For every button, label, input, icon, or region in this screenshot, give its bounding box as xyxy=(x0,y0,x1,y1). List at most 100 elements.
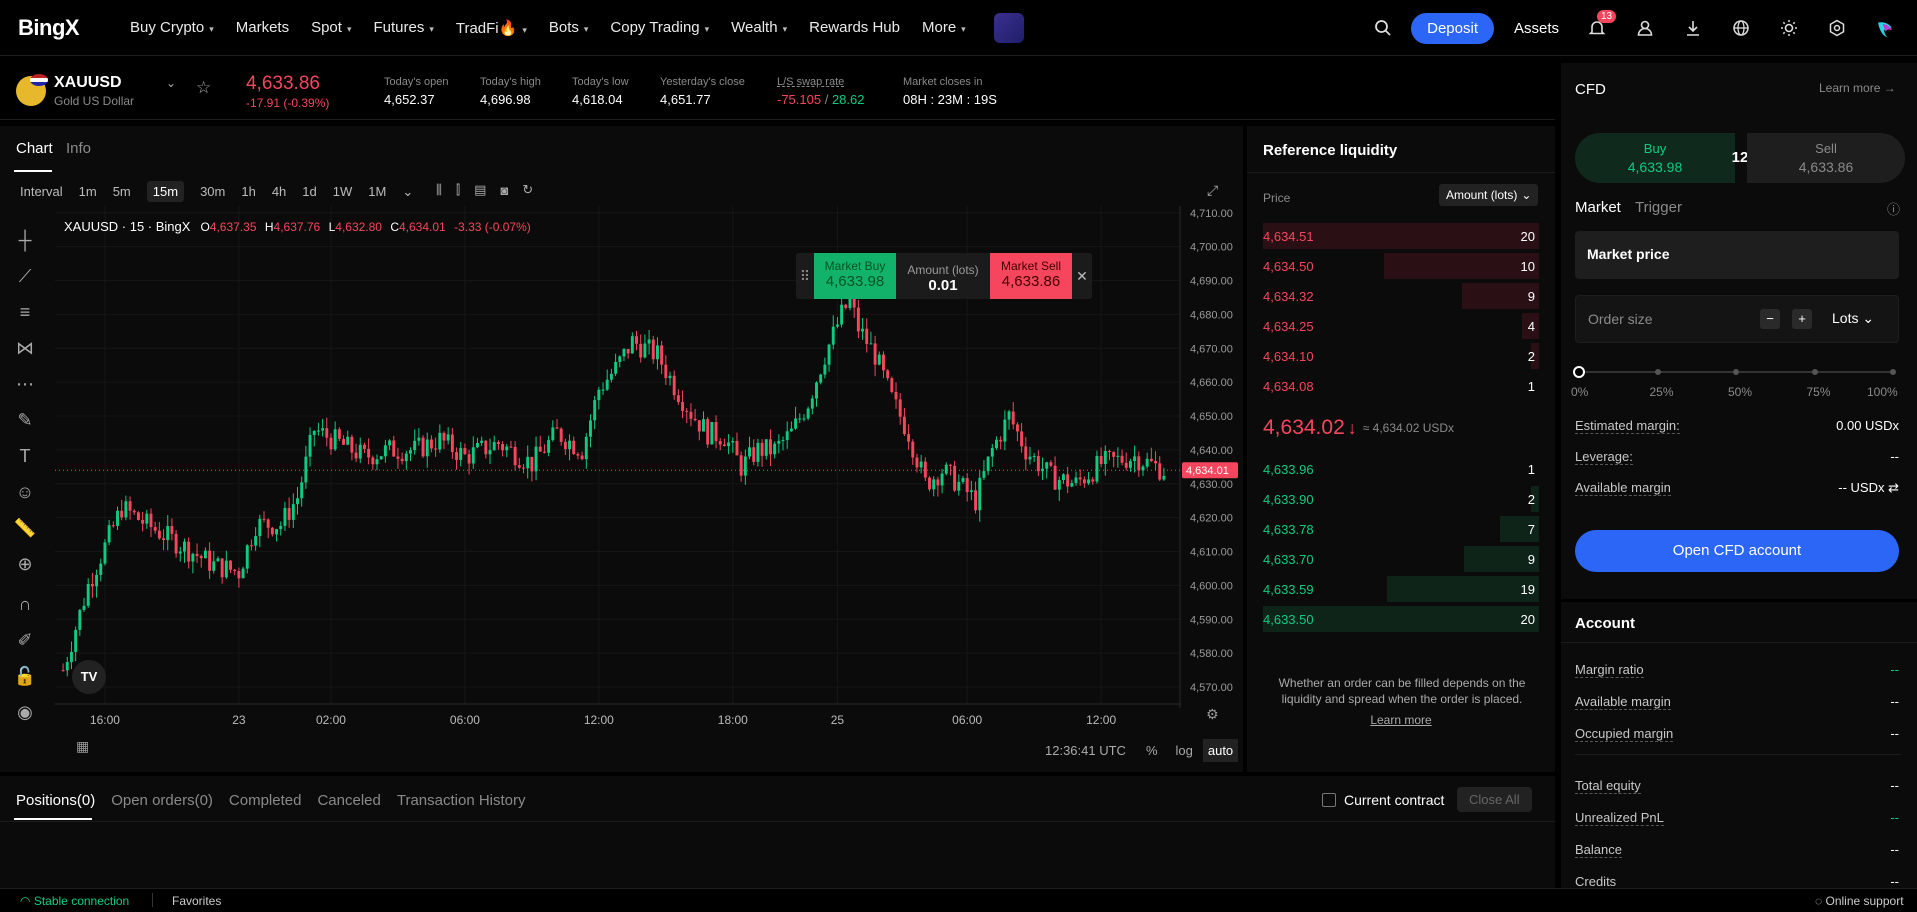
tab-market[interactable]: Market xyxy=(1575,199,1621,216)
close-icon[interactable]: ✕ xyxy=(1076,267,1088,284)
interval-30m[interactable]: 30m xyxy=(200,184,226,199)
nav-item-buy-crypto[interactable]: Buy Crypto ▾ xyxy=(130,19,214,36)
symbol-name[interactable]: XAUUSD xyxy=(54,74,122,91)
pencil-lock-icon[interactable]: ✐ xyxy=(17,630,33,650)
nav-item-more[interactable]: More ▾ xyxy=(921,19,966,36)
favorite-star-icon[interactable]: ☆ xyxy=(196,78,212,97)
nav-item-copy-trading[interactable]: Copy Trading ▾ xyxy=(610,19,710,36)
nav-item-tradfi[interactable]: TradFi🔥 ▾ xyxy=(455,19,527,37)
projection-icon[interactable]: ⋯ xyxy=(16,374,34,394)
drag-handle-icon[interactable]: ⠿ xyxy=(799,267,811,284)
cfd-learn-more-link[interactable]: Learn more → xyxy=(1819,81,1896,95)
checkbox[interactable] xyxy=(1322,793,1336,807)
fib-icon[interactable]: ≡ xyxy=(19,302,31,322)
promo-banner-icon[interactable] xyxy=(993,12,1024,43)
percent-scale-toggle[interactable]: % xyxy=(1145,743,1158,758)
positions-tab-0[interactable]: Positions(0) xyxy=(16,792,96,809)
interval-1d[interactable]: 1d xyxy=(302,184,317,199)
refresh-icon[interactable]: ↻ xyxy=(522,182,534,197)
bingx-logo[interactable]: BingX xyxy=(18,14,80,40)
bid-row[interactable]: 4,633.90 2 xyxy=(1263,486,1539,512)
search-icon[interactable] xyxy=(1373,18,1393,38)
crosshair-icon[interactable]: ┼ xyxy=(18,230,32,250)
eye-icon[interactable]: ◉ xyxy=(17,702,33,722)
interval-1h[interactable]: 1h xyxy=(241,184,256,199)
market-price-field[interactable]: Market price xyxy=(1575,231,1899,279)
nav-item-futures[interactable]: Futures ▾ xyxy=(373,19,434,36)
current-contract-checkbox[interactable]: Current contract xyxy=(1322,792,1444,808)
bid-row[interactable]: 4,633.96 1 xyxy=(1263,456,1539,482)
fullscreen-icon[interactable]: ⤢ xyxy=(1207,182,1219,198)
interval-1M[interactable]: 1M xyxy=(368,184,387,199)
emoji-icon[interactable]: ☺ xyxy=(15,482,35,502)
text-tool-icon[interactable]: T xyxy=(19,446,31,466)
ask-row[interactable]: 4,634.51 20 xyxy=(1263,223,1539,249)
deposit-button[interactable]: Deposit xyxy=(1411,12,1494,44)
cfd-sell-button[interactable]: Sell 4,633.86 xyxy=(1747,133,1905,183)
auto-scale-toggle[interactable]: auto xyxy=(1202,739,1239,762)
interval-4h[interactable]: 4h xyxy=(271,184,287,199)
interval-1m[interactable]: 1m xyxy=(78,184,97,199)
positions-tab-2[interactable]: Completed xyxy=(228,792,302,809)
learn-more-link[interactable]: Learn more xyxy=(1370,713,1432,727)
lots-unit-select[interactable]: Lots ⌄ xyxy=(1832,310,1875,326)
online-support-link[interactable]: ◌ Online support xyxy=(1815,894,1904,908)
globe-icon[interactable] xyxy=(1731,18,1751,38)
tradingview-logo[interactable]: TV xyxy=(72,660,106,694)
template-icon[interactable]: ▤ xyxy=(474,182,487,197)
log-scale-toggle[interactable]: log xyxy=(1175,743,1193,758)
tab-info[interactable]: Info xyxy=(66,140,92,157)
positions-tab-3[interactable]: Canceled xyxy=(317,792,381,809)
bid-row[interactable]: 4,633.70 9 xyxy=(1263,546,1539,572)
slider-tick[interactable] xyxy=(1890,369,1896,375)
info-icon[interactable]: ⓘ xyxy=(1887,202,1901,217)
date-range-icon[interactable]: ▦ xyxy=(76,738,90,754)
trendline-icon[interactable]: ⟋ xyxy=(18,266,32,286)
avatar[interactable] xyxy=(1875,18,1895,38)
nav-item-markets[interactable]: Markets xyxy=(235,19,290,36)
indicators-icon[interactable]: ⫼ xyxy=(436,182,442,197)
order-size-input[interactable]: Order size − + Lots ⌄ xyxy=(1575,295,1899,343)
slider-tick[interactable] xyxy=(1654,369,1661,375)
cfd-buy-button[interactable]: Buy 4,633.98 xyxy=(1575,133,1735,183)
brush-icon[interactable]: ✎ xyxy=(17,410,33,430)
market-sell-button[interactable]: Market Sell 4,633.86 xyxy=(990,253,1072,299)
ask-row[interactable]: 4,634.10 2 xyxy=(1263,343,1539,369)
settings-icon[interactable] xyxy=(1827,18,1847,38)
interval-1W[interactable]: 1W xyxy=(332,184,353,199)
interval-15m[interactable]: 15m xyxy=(146,181,185,202)
bid-row[interactable]: 4,633.78 7 xyxy=(1263,516,1539,542)
nav-item-wealth[interactable]: Wealth ▾ xyxy=(731,19,788,36)
open-cfd-account-button[interactable]: Open CFD account xyxy=(1575,530,1899,572)
tab-trigger[interactable]: Trigger xyxy=(1635,199,1682,216)
increment-button[interactable]: + xyxy=(1792,309,1812,329)
favorites-link[interactable]: Favorites xyxy=(172,894,222,908)
lock-icon[interactable]: 🔓 xyxy=(13,666,37,686)
chart-settings-icon[interactable]: ⚙ xyxy=(1206,706,1219,722)
nav-item-rewards-hub[interactable]: Rewards Hub xyxy=(809,19,900,36)
nav-item-bots[interactable]: Bots ▾ xyxy=(548,19,589,36)
close-all-button[interactable]: Close All xyxy=(1457,787,1532,812)
positions-tab-4[interactable]: Transaction History xyxy=(396,792,526,809)
camera-icon[interactable]: ◙ xyxy=(500,182,509,198)
positions-tab-1[interactable]: Open orders(0) xyxy=(111,792,213,809)
bid-row[interactable]: 4,633.59 19 xyxy=(1263,576,1539,602)
nav-item-spot[interactable]: Spot ▾ xyxy=(311,19,352,36)
slider-tick[interactable] xyxy=(1811,369,1818,375)
price-chart[interactable]: 4,710.00 4,700.00 4,690.00 4,680.00 4,670.00… xyxy=(55,206,1240,772)
transfer-icon[interactable]: ⇄ xyxy=(1888,480,1899,495)
ask-row[interactable]: 4,634.08 1 xyxy=(1263,373,1539,399)
candle-type-icon[interactable]: ⫿ xyxy=(455,182,461,197)
ask-row[interactable]: 4,634.32 9 xyxy=(1263,283,1539,309)
download-icon[interactable] xyxy=(1683,18,1703,38)
amount-unit-select[interactable]: Amount (lots) ⌄ xyxy=(1439,184,1539,206)
more-intervals-chevron-icon[interactable]: ⌄ xyxy=(402,183,414,199)
notification-bell-icon[interactable]: 13 xyxy=(1587,10,1617,38)
slider-handle[interactable] xyxy=(1573,366,1585,378)
ask-row[interactable]: 4,634.25 4 xyxy=(1263,313,1539,339)
ruler-icon[interactable]: 📏 xyxy=(13,518,37,538)
bid-row[interactable]: 4,633.50 20 xyxy=(1263,606,1539,632)
assets-link[interactable]: Assets xyxy=(1513,19,1559,37)
symbol-dropdown-chevron-icon[interactable]: ⌄ xyxy=(166,76,177,90)
interval-5m[interactable]: 5m xyxy=(112,184,131,199)
